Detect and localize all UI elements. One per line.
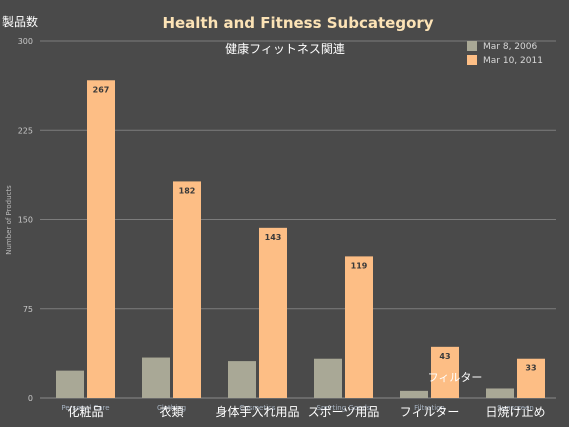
legend-swatch: [467, 41, 477, 51]
data-label: 143: [265, 233, 282, 242]
y-tick-labels: 0 75 150 225 300: [18, 37, 33, 403]
data-label: 43: [439, 352, 450, 361]
y-axis-overlay-label: 製品数: [2, 14, 38, 29]
bar: [142, 357, 170, 398]
bars: 267 182 143 119 43 33: [56, 80, 545, 399]
legend-swatch: [467, 55, 477, 65]
gridlines: [40, 40, 556, 399]
bar: [400, 390, 428, 398]
chart-title: Health and Fitness Subcategory: [162, 14, 433, 32]
x-tick-label: Sunscreen: [497, 404, 534, 412]
bar: [314, 358, 342, 398]
y-tick-label: 75: [23, 305, 33, 314]
chart-subtitle-overlay: 健康フィットネス関連: [225, 41, 345, 56]
y-tick-label: 300: [18, 37, 33, 46]
x-tick-label: Sporting Goods: [317, 404, 371, 412]
y-tick-label: 150: [18, 216, 33, 225]
bar: [517, 358, 545, 398]
x-tick-label: Personal Care: [61, 404, 109, 412]
data-label: 119: [351, 261, 368, 270]
bar: [345, 256, 373, 398]
data-label: 182: [179, 186, 196, 195]
x-overlay-label: 化粧品: [67, 405, 103, 419]
x-overlay-label: 身体手入れ用品: [215, 404, 299, 419]
bar: [431, 346, 459, 398]
bar: [259, 227, 287, 398]
bar: [87, 80, 115, 399]
bar: [56, 370, 84, 398]
x-tick-labels: Personal Care Clothing Cosmetics Sporting G…: [61, 404, 533, 412]
legend-entry: Mar 10, 2011: [483, 56, 543, 66]
bar: [486, 388, 514, 398]
data-label: 33: [525, 364, 536, 373]
x-tick-label: Clothing: [157, 404, 186, 412]
filter-overlay-label: フィルター: [428, 371, 483, 384]
x-overlay-label: フィルター: [400, 405, 460, 419]
x-overlay-label: 衣類: [159, 404, 183, 419]
x-overlay-label: 日焼け止め: [485, 405, 545, 419]
bar: [173, 181, 201, 398]
x-overlay-labels: 化粧品 衣類 身体手入れ用品 スポーツ用品 フィルター 日焼け止め: [67, 404, 545, 419]
y-tick-label: 225: [18, 126, 33, 135]
y-tick-label: 0: [28, 394, 33, 403]
x-overlay-label: スポーツ用品: [308, 405, 380, 419]
data-label: 267: [93, 85, 110, 94]
y-axis-label: Number of Products: [5, 185, 13, 255]
legend: Mar 8, 2006 Mar 10, 2011: [467, 41, 543, 66]
legend-entry: Mar 8, 2006: [483, 42, 537, 52]
bar: [228, 361, 256, 398]
x-tick-label: Cosmetics: [239, 404, 275, 412]
x-tick-label: Filtration: [414, 404, 445, 412]
